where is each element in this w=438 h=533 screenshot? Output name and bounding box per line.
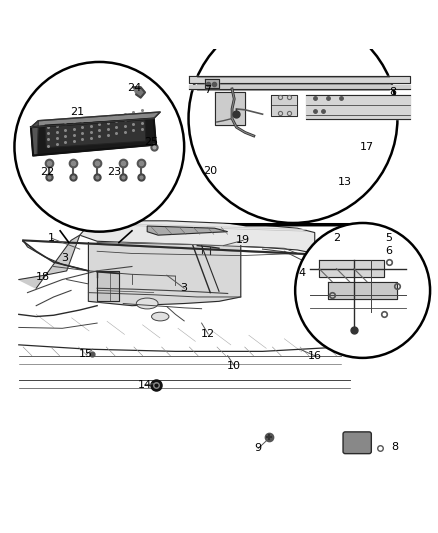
Text: 10: 10 [227, 361, 241, 371]
Polygon shape [328, 282, 397, 299]
Text: 12: 12 [201, 329, 215, 339]
Polygon shape [133, 87, 145, 98]
Polygon shape [97, 271, 119, 301]
Text: 3: 3 [181, 283, 187, 293]
Ellipse shape [136, 298, 158, 309]
Text: 6: 6 [385, 246, 392, 256]
Polygon shape [188, 76, 410, 83]
Text: 1: 1 [48, 233, 55, 243]
Text: 4: 4 [298, 268, 305, 278]
Polygon shape [31, 118, 156, 156]
Text: 16: 16 [308, 351, 322, 361]
Text: 20: 20 [203, 166, 217, 176]
Circle shape [295, 223, 430, 358]
Text: 3: 3 [61, 253, 68, 263]
Text: 22: 22 [40, 167, 54, 176]
Ellipse shape [152, 312, 169, 321]
Text: 24: 24 [127, 83, 141, 93]
Text: 15: 15 [79, 350, 93, 359]
Text: 23: 23 [107, 167, 122, 176]
Polygon shape [306, 94, 410, 118]
Text: 9: 9 [254, 443, 262, 454]
Polygon shape [271, 94, 297, 116]
Text: 19: 19 [236, 236, 250, 245]
Text: 7: 7 [205, 85, 212, 95]
Text: 14: 14 [138, 380, 152, 390]
Text: 18: 18 [35, 272, 50, 282]
Polygon shape [147, 226, 228, 235]
Polygon shape [45, 119, 146, 148]
Polygon shape [223, 223, 358, 227]
Polygon shape [19, 235, 80, 288]
Text: 13: 13 [338, 176, 352, 187]
Text: 21: 21 [71, 107, 85, 117]
Circle shape [188, 14, 397, 223]
Circle shape [14, 62, 184, 232]
Polygon shape [31, 112, 160, 127]
Text: 17: 17 [360, 142, 374, 152]
Polygon shape [215, 92, 245, 125]
Text: 25: 25 [145, 138, 159, 148]
Text: 8: 8 [389, 87, 397, 98]
Polygon shape [31, 120, 39, 156]
Text: 2: 2 [333, 233, 340, 243]
Polygon shape [319, 260, 385, 277]
Polygon shape [205, 79, 219, 88]
Polygon shape [188, 85, 410, 89]
Text: 8: 8 [392, 442, 399, 452]
Text: 5: 5 [385, 233, 392, 243]
Polygon shape [88, 243, 241, 305]
Polygon shape [80, 221, 315, 254]
FancyBboxPatch shape [343, 432, 371, 454]
